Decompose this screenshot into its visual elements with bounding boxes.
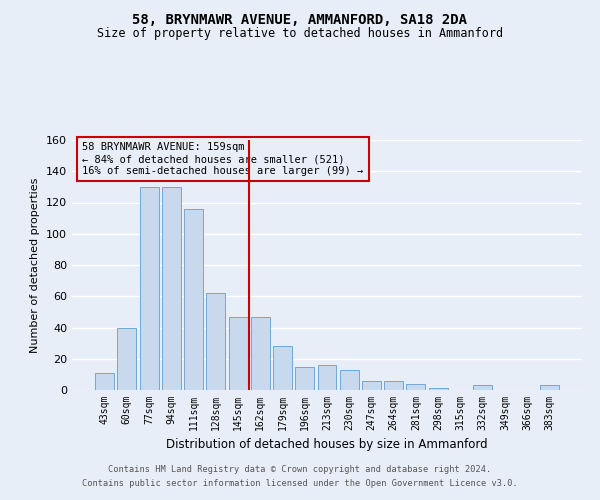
Bar — [340, 370, 359, 390]
X-axis label: Distribution of detached houses by size in Ammanford: Distribution of detached houses by size … — [166, 438, 488, 452]
Bar — [162, 187, 181, 390]
Bar — [406, 384, 425, 390]
Bar — [206, 293, 225, 390]
Text: 58, BRYNMAWR AVENUE, AMMANFORD, SA18 2DA: 58, BRYNMAWR AVENUE, AMMANFORD, SA18 2DA — [133, 12, 467, 26]
Bar — [384, 380, 403, 390]
Bar — [229, 316, 248, 390]
Text: 58 BRYNMAWR AVENUE: 159sqm
← 84% of detached houses are smaller (521)
16% of sem: 58 BRYNMAWR AVENUE: 159sqm ← 84% of deta… — [82, 142, 364, 176]
Bar — [140, 187, 158, 390]
Y-axis label: Number of detached properties: Number of detached properties — [31, 178, 40, 352]
Bar — [473, 386, 492, 390]
Bar — [317, 365, 337, 390]
Bar — [429, 388, 448, 390]
Text: Contains HM Land Registry data © Crown copyright and database right 2024.
Contai: Contains HM Land Registry data © Crown c… — [82, 466, 518, 487]
Bar — [362, 380, 381, 390]
Bar — [251, 316, 270, 390]
Text: Size of property relative to detached houses in Ammanford: Size of property relative to detached ho… — [97, 28, 503, 40]
Bar — [95, 373, 114, 390]
Bar — [540, 386, 559, 390]
Bar — [295, 366, 314, 390]
Bar — [118, 328, 136, 390]
Bar — [184, 209, 203, 390]
Bar — [273, 346, 292, 390]
